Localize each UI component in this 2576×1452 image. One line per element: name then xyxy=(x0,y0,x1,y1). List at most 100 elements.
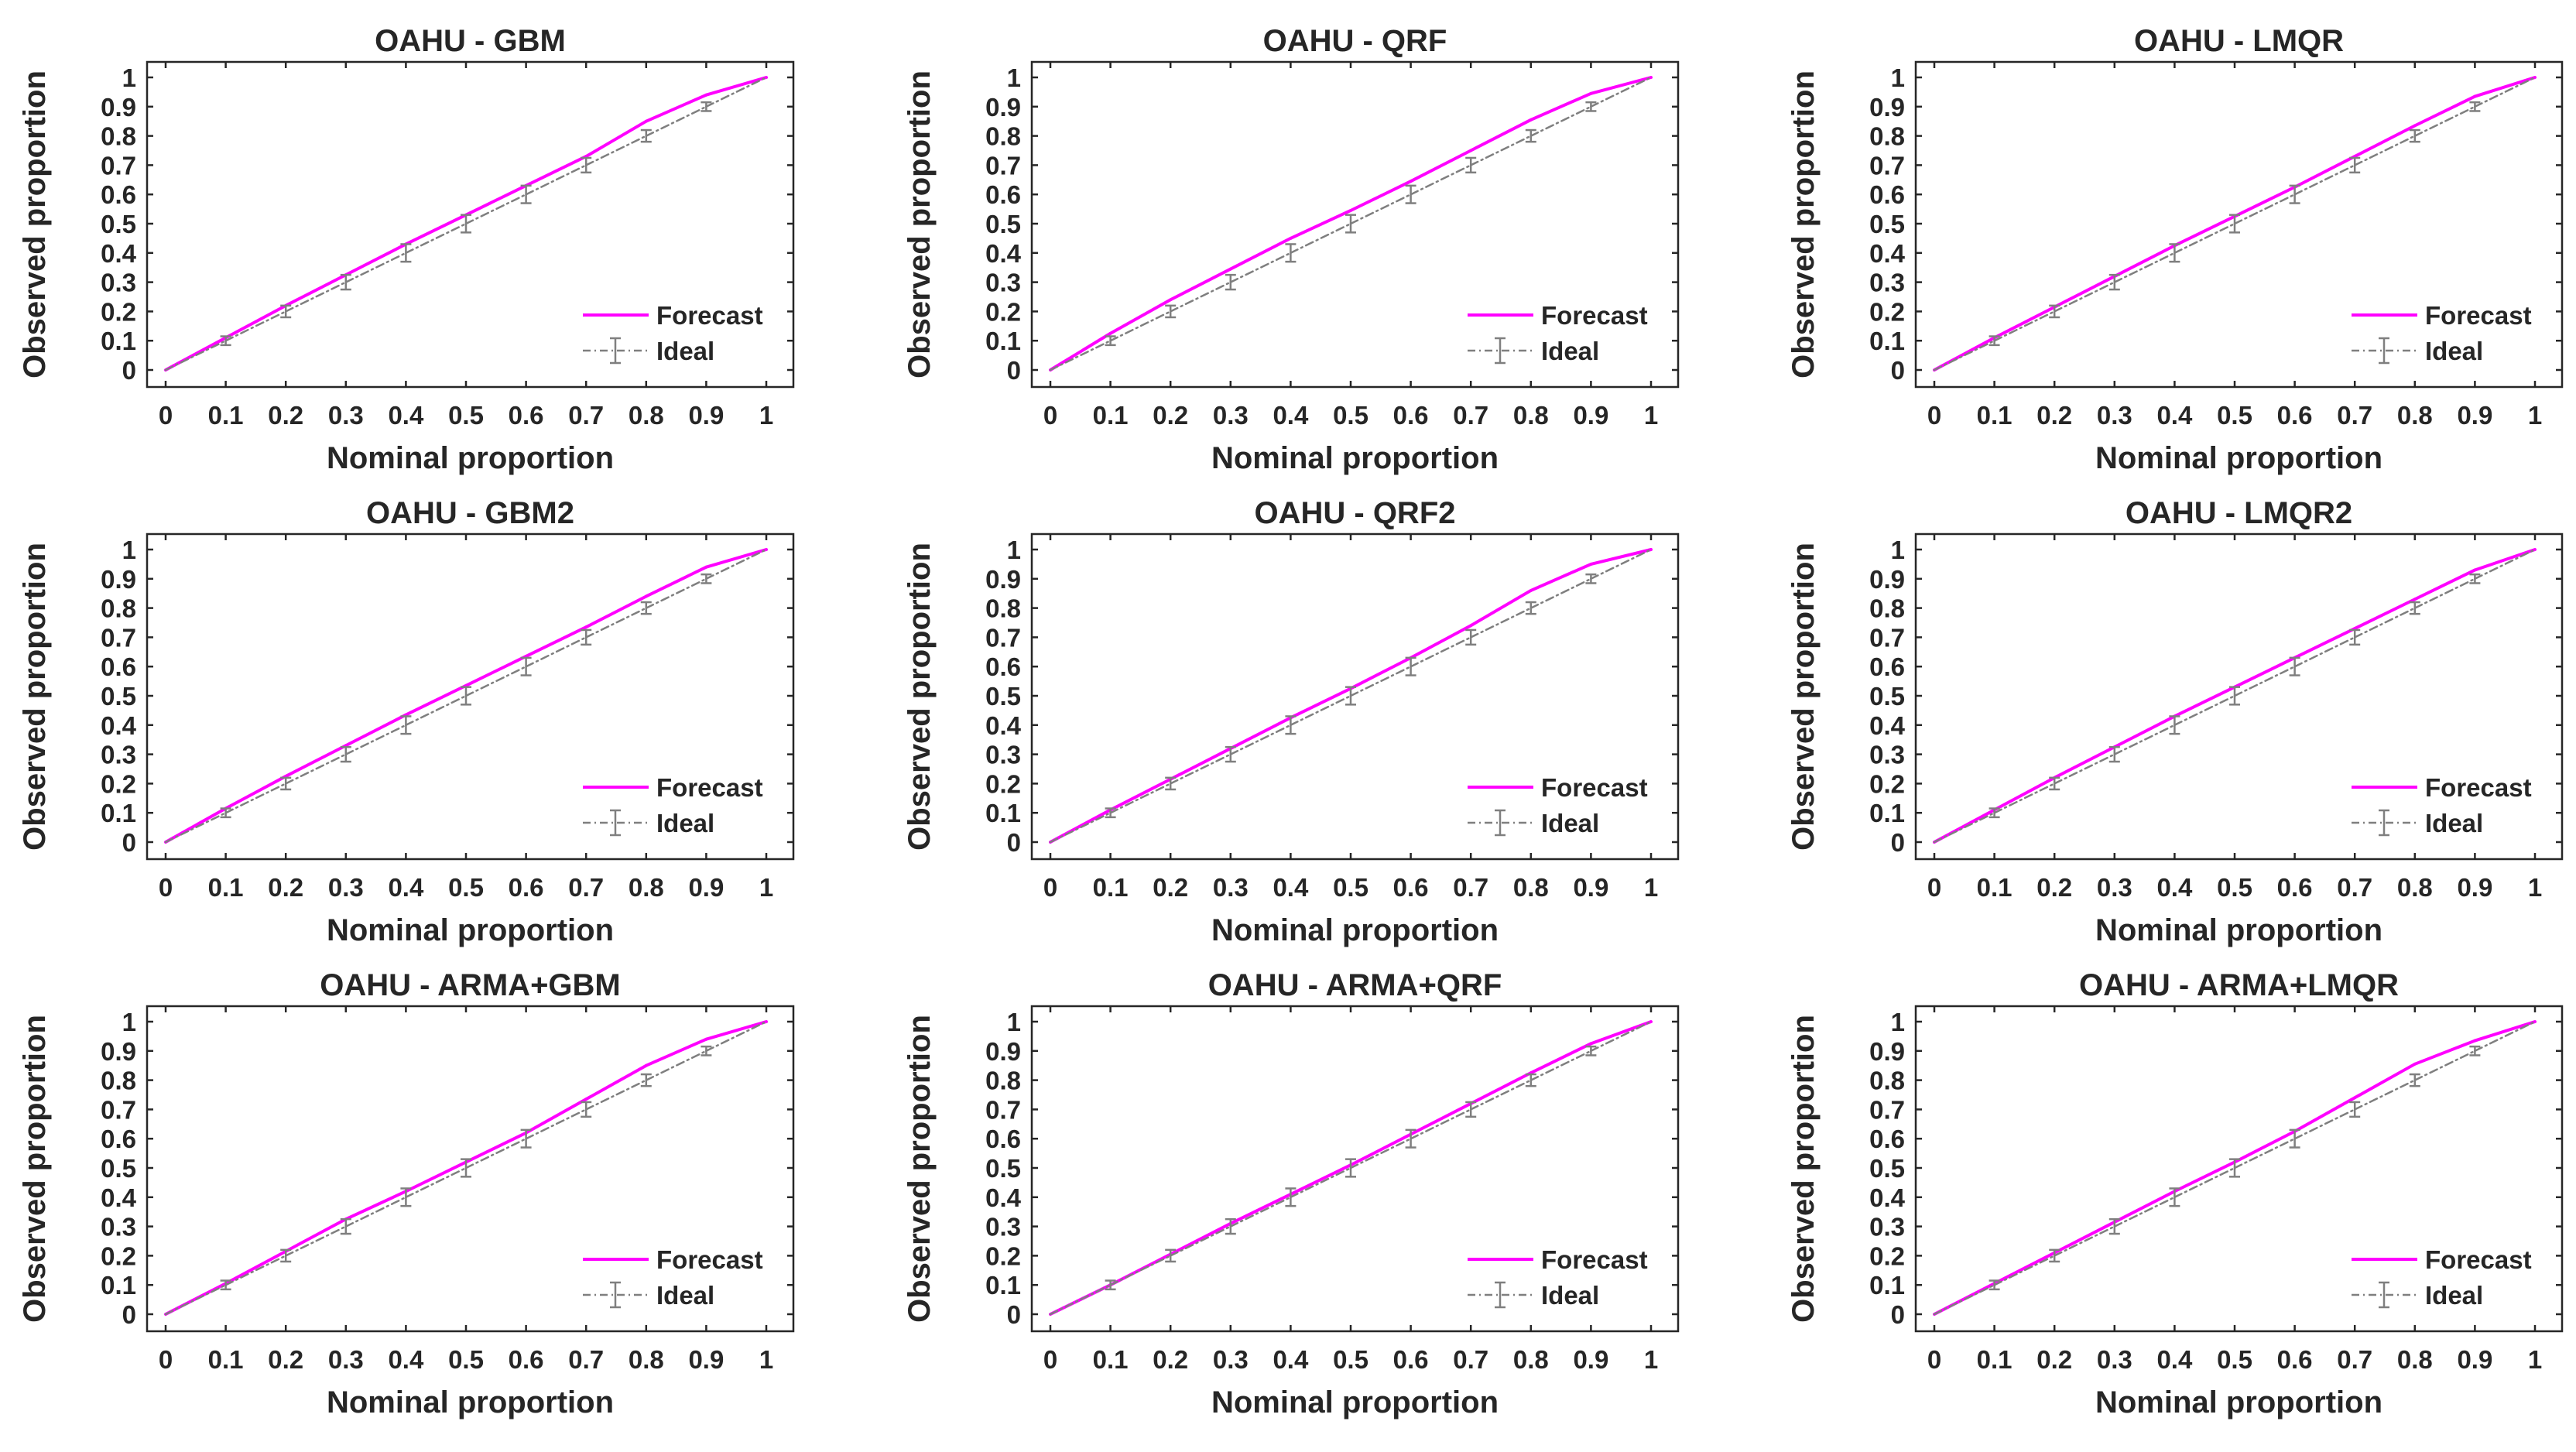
y-tick-label: 1 xyxy=(1007,1008,1021,1036)
y-tick-label: 0.5 xyxy=(101,682,136,711)
forecast-line-segment xyxy=(704,548,768,569)
ideal-line-segment xyxy=(224,1255,287,1286)
y-tick-label: 0.5 xyxy=(985,1154,1021,1183)
x-tick-label: 0.4 xyxy=(1273,1345,1309,1374)
x-tick-label: 0.1 xyxy=(1977,401,2012,430)
legend-forecast-label: Forecast xyxy=(1541,301,1648,330)
ideal-line-segment xyxy=(1169,753,1232,785)
forecast-line-segment xyxy=(2053,745,2116,779)
x-tick-label: 0.9 xyxy=(688,1345,724,1374)
forecast-line-segment xyxy=(404,683,468,717)
ideal-line-segment xyxy=(405,1166,468,1199)
x-tick-label: 0.8 xyxy=(2397,873,2433,902)
y-tick-label: 0.6 xyxy=(101,1125,136,1153)
ideal-line-segment xyxy=(464,193,527,225)
forecast-line-segment xyxy=(1049,808,1112,844)
ideal-line-segment xyxy=(1469,607,1533,639)
ideal-line-segment xyxy=(525,1108,587,1140)
y-axis-label: Observed proportion xyxy=(18,70,52,378)
ideal-series xyxy=(164,548,768,844)
forecast-line-segment xyxy=(1169,747,1232,781)
forecast-line-segment xyxy=(1589,1020,1653,1046)
forecast-line-segment xyxy=(1228,716,1293,751)
x-tick-label: 0.2 xyxy=(2036,873,2072,902)
y-tick-label: 0.9 xyxy=(101,1037,136,1066)
ideal-line-segment xyxy=(645,1050,707,1081)
forecast-line-segment xyxy=(1409,624,1473,659)
y-tick-label: 0 xyxy=(1891,828,1905,857)
x-tick-label: 0.3 xyxy=(1213,873,1249,902)
x-tick-label: 0.8 xyxy=(1513,1345,1549,1374)
x-tick-label: 0.3 xyxy=(2097,401,2132,430)
forecast-line-segment xyxy=(2293,155,2357,189)
forecast-line-segment xyxy=(2112,1190,2177,1224)
y-tick-label: 0 xyxy=(1007,828,1021,857)
forecast-line-segment xyxy=(344,1190,408,1221)
y-tick-label: 0.6 xyxy=(101,180,136,209)
y-tick-label: 0.7 xyxy=(1869,623,1905,652)
ideal-line-segment xyxy=(584,1079,648,1111)
ideal-line-segment xyxy=(645,577,707,609)
y-tick-label: 0.8 xyxy=(1869,1067,1905,1095)
x-tick-label: 0.5 xyxy=(448,1345,484,1374)
y-tick-label: 0.1 xyxy=(101,327,136,355)
x-tick-label: 0.7 xyxy=(2337,873,2372,902)
x-tick-label: 0.7 xyxy=(1453,873,1488,902)
y-axis-label: Observed proportion xyxy=(1786,1015,1821,1323)
ideal-line-segment xyxy=(2293,636,2356,668)
forecast-series xyxy=(1933,76,2537,372)
forecast-line-segment xyxy=(224,303,288,340)
ideal-line-segment xyxy=(2174,694,2236,727)
ideal-line-segment xyxy=(1049,339,1112,372)
x-tick-label: 0 xyxy=(1927,1345,1941,1374)
y-axis-label: Observed proportion xyxy=(903,1015,937,1323)
y-axis-label: Observed proportion xyxy=(1786,70,1821,378)
forecast-line-segment xyxy=(464,1131,528,1164)
ideal-series xyxy=(1049,548,1653,844)
y-tick-label: 0.6 xyxy=(985,180,1021,209)
legend-ideal-label: Ideal xyxy=(1541,337,1599,365)
ideal-line-segment xyxy=(464,665,527,697)
y-tick-label: 0.2 xyxy=(101,769,136,798)
y-tick-label: 0 xyxy=(1891,356,1905,385)
x-tick-label: 0.9 xyxy=(2457,401,2492,430)
ideal-line-segment xyxy=(1290,694,1352,727)
y-tick-label: 0.4 xyxy=(985,1183,1022,1212)
x-tick-label: 0 xyxy=(1927,401,1941,430)
forecast-line-segment xyxy=(584,119,648,159)
y-axis-label: Observed proportion xyxy=(18,1015,52,1323)
forecast-line-segment xyxy=(2053,275,2116,309)
chart-title: OAHU - QRF xyxy=(1263,24,1447,58)
chart-title: OAHU - ARMA+QRF xyxy=(1208,968,1502,1002)
y-tick-label: 1 xyxy=(1007,63,1021,92)
y-tick-label: 0.4 xyxy=(101,1183,137,1212)
x-tick-label: 0.7 xyxy=(568,1345,604,1374)
ideal-line-segment xyxy=(2233,665,2296,697)
x-tick-label: 0.7 xyxy=(568,401,604,430)
y-tick-label: 0.2 xyxy=(1869,297,1905,326)
forecast-line-segment xyxy=(1108,298,1173,335)
legend: Forecast Ideal xyxy=(583,301,763,365)
chart-title: OAHU - QRF2 xyxy=(1255,496,1456,530)
y-tick-label: 0.3 xyxy=(101,1213,136,1241)
ideal-line-segment xyxy=(1590,1020,1653,1053)
forecast-line-segment xyxy=(584,1063,648,1101)
forecast-line-segment xyxy=(2353,124,2417,159)
y-tick-label: 0.9 xyxy=(1869,93,1905,122)
x-tick-label: 1 xyxy=(759,873,773,902)
y-tick-label: 0.9 xyxy=(985,1037,1021,1066)
forecast-line-segment xyxy=(2173,685,2236,718)
ideal-line-segment xyxy=(2053,753,2116,785)
y-tick-label: 0.9 xyxy=(101,93,136,122)
ideal-line-segment xyxy=(164,811,227,844)
y-axis-label: Observed proportion xyxy=(903,70,937,378)
x-tick-label: 0 xyxy=(159,401,173,430)
forecast-line-segment xyxy=(1469,588,1533,628)
x-tick-label: 0.1 xyxy=(1977,873,2012,902)
legend-forecast-label: Forecast xyxy=(1541,773,1648,802)
x-tick-label: 0 xyxy=(159,1345,173,1374)
forecast-line-segment xyxy=(1992,305,2057,340)
